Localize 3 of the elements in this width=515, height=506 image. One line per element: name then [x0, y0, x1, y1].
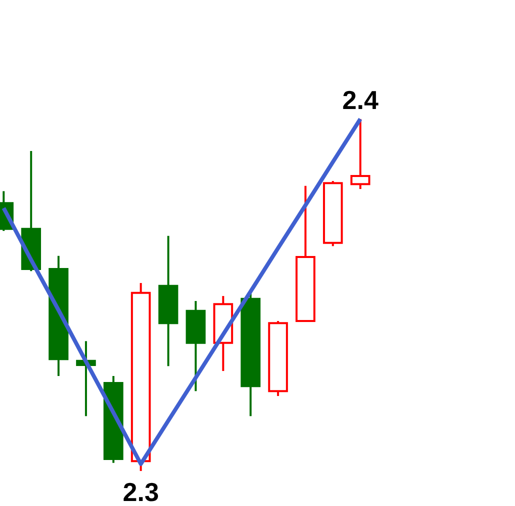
annotation: 2.3 [122, 477, 159, 506]
candlestick [350, 118, 370, 190]
annotation: 2.4 [342, 85, 379, 115]
